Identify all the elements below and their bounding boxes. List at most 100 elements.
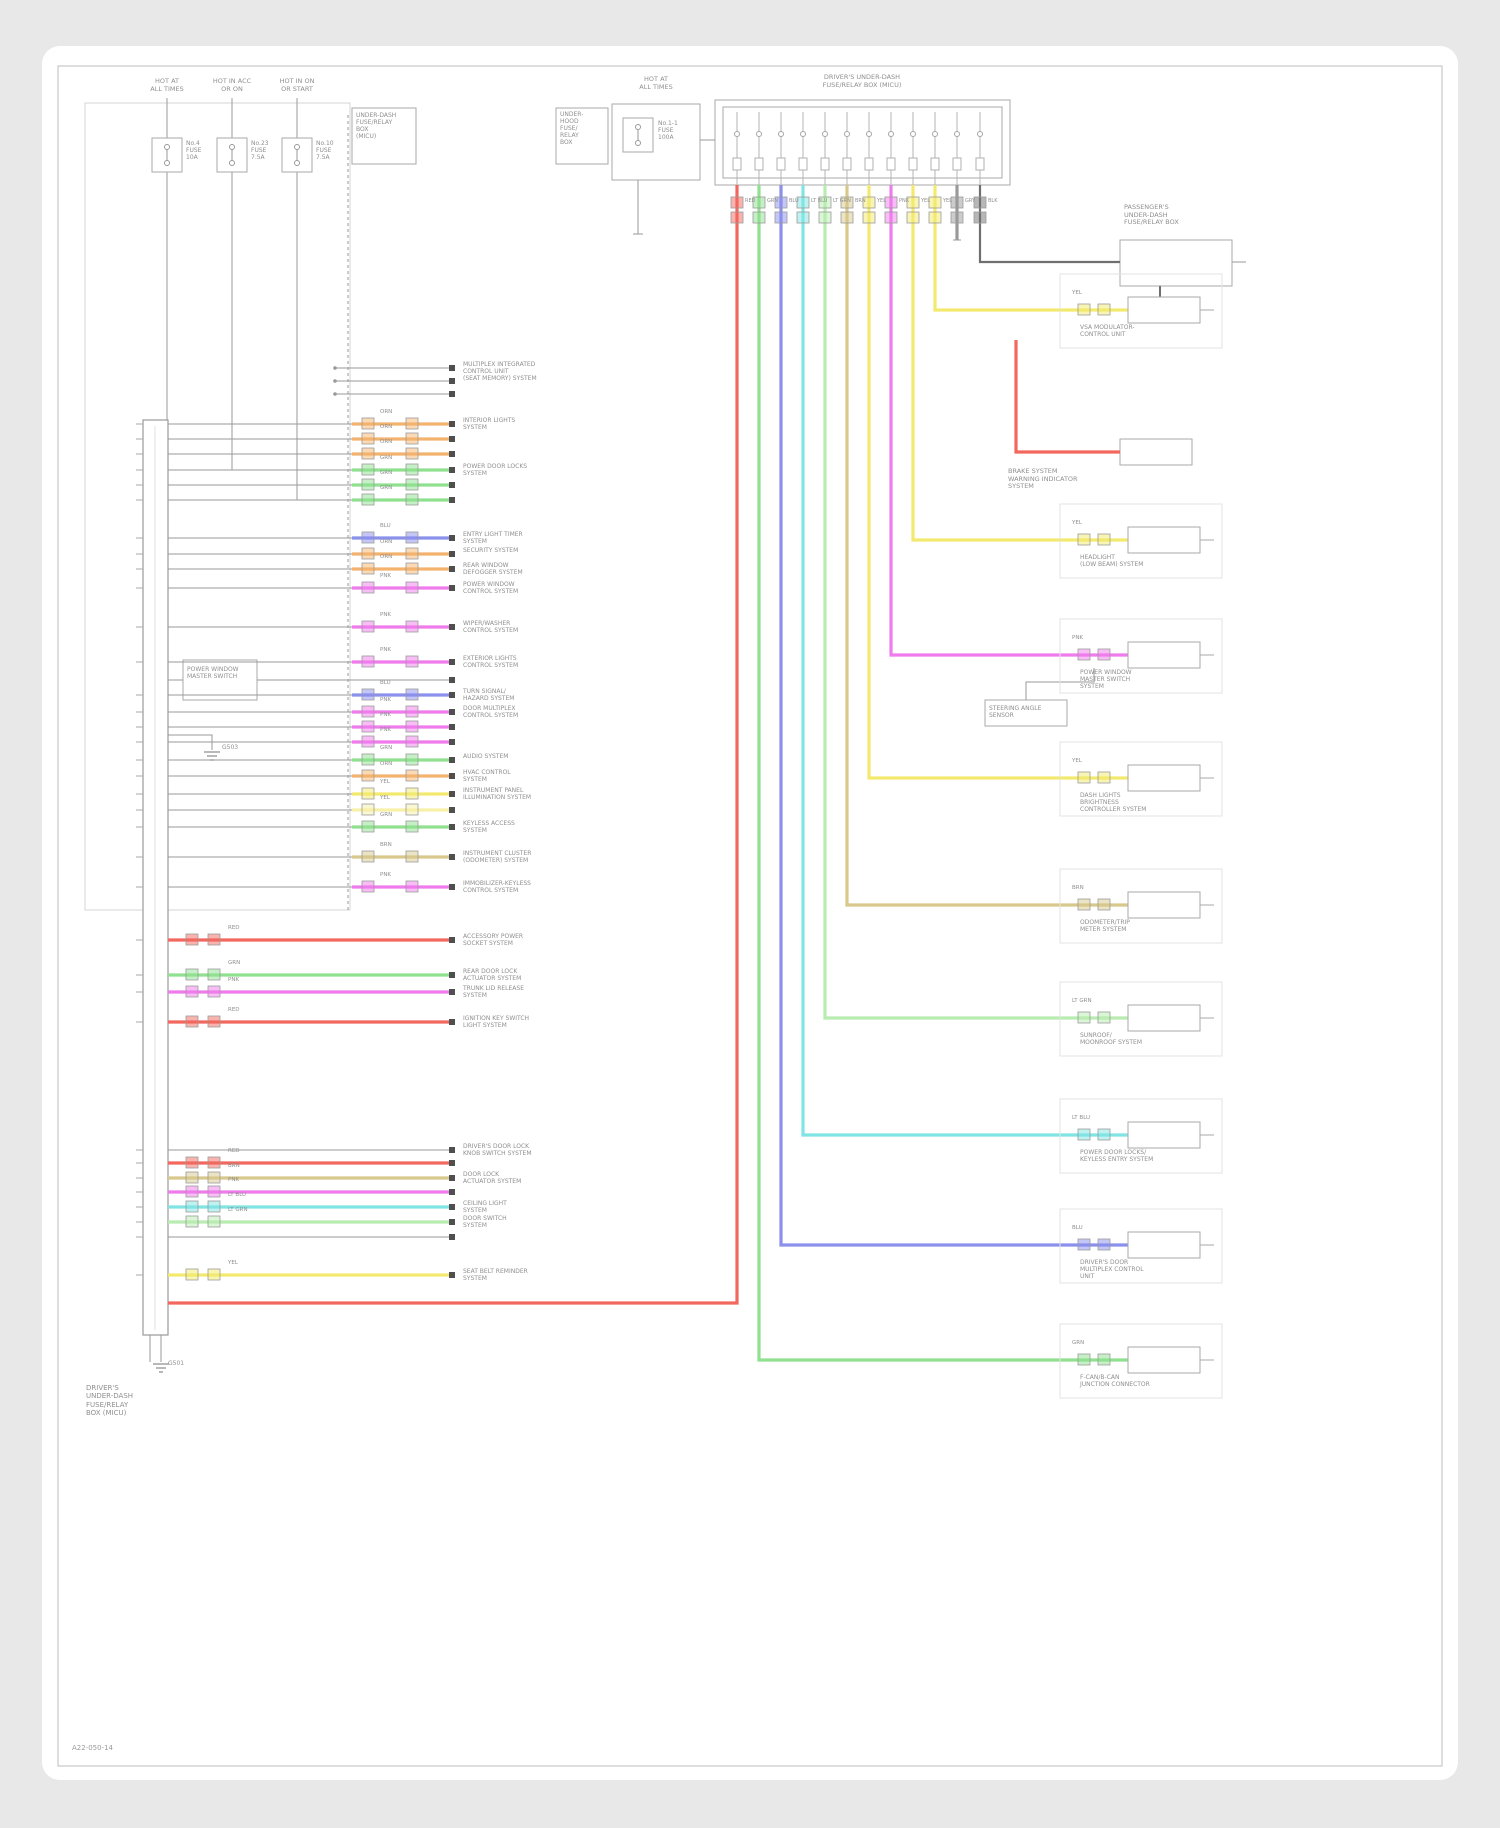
brake-warning-wire [1014, 340, 1120, 454]
terminal [449, 421, 455, 427]
pin-contact [800, 131, 806, 137]
diagram-code: A22-050-14 [72, 1744, 114, 1752]
inline-connector [1077, 898, 1091, 911]
inline-connector [361, 735, 375, 748]
terminal [449, 807, 455, 813]
pin-contact [977, 131, 983, 137]
inline-connector [752, 196, 766, 209]
pin-terminal [798, 157, 808, 171]
inline-connector [405, 531, 419, 544]
pin-contact [844, 131, 850, 137]
inline-connector [361, 547, 375, 560]
micu-strip-outer [714, 99, 1011, 186]
terminal [449, 467, 455, 473]
inline-connector [207, 1156, 221, 1169]
inline-connector [405, 562, 419, 575]
connector-box [1127, 1121, 1201, 1149]
inline-connector [361, 705, 375, 718]
terminal [449, 1189, 455, 1195]
inline-connector [840, 196, 854, 209]
inline-connector [752, 211, 766, 224]
inline-connector [185, 933, 199, 946]
inline-connector [185, 1185, 199, 1198]
inline-connector [906, 196, 920, 209]
component-outline [1059, 273, 1223, 349]
pin-contact [734, 131, 740, 137]
inline-connector [405, 735, 419, 748]
component-outline [1059, 741, 1223, 817]
pin-contact [778, 131, 784, 137]
connector-box [1127, 1004, 1201, 1032]
inline-connector [405, 581, 419, 594]
terminal [449, 1175, 455, 1181]
underdash-label-box [351, 107, 417, 165]
terminal [449, 1204, 455, 1210]
inline-connector [884, 196, 898, 209]
harness-wire [889, 185, 1128, 657]
inline-connector [185, 968, 199, 981]
inline-connector [405, 620, 419, 633]
inline-connector [361, 850, 375, 863]
inline-connector [185, 1156, 199, 1169]
inline-connector [405, 547, 419, 560]
inline-connector [862, 211, 876, 224]
inline-connector [207, 1200, 221, 1213]
terminal [449, 659, 455, 665]
inline-connector [884, 211, 898, 224]
inline-connector [840, 211, 854, 224]
harness-wire [779, 185, 1128, 1247]
pin-terminal [732, 157, 742, 171]
inline-connector [1077, 1011, 1091, 1024]
inline-connector [361, 581, 375, 594]
connector-box [1127, 764, 1201, 792]
terminal [449, 1272, 455, 1278]
inline-connector [361, 478, 375, 491]
connector-box [1127, 526, 1201, 554]
pin-terminal [776, 157, 786, 171]
inline-connector [818, 211, 832, 224]
pin-terminal [908, 157, 918, 171]
inline-connector [1097, 1238, 1111, 1251]
inline-connector [1077, 303, 1091, 316]
pin-terminal [754, 157, 764, 171]
inline-connector [361, 493, 375, 506]
steering-sensor-box [984, 699, 1068, 727]
inline-connector [1097, 533, 1111, 546]
inline-connector [361, 620, 375, 633]
inline-connector [1077, 1238, 1091, 1251]
inline-connector [405, 787, 419, 800]
inline-connector [207, 985, 221, 998]
inline-connector [1077, 648, 1091, 661]
inline-connector [405, 417, 419, 430]
harness-wire [823, 185, 1128, 1020]
underhood-fuse-box [611, 103, 701, 181]
pin-terminal [842, 157, 852, 171]
terminal [449, 724, 455, 730]
inline-connector [405, 850, 419, 863]
wire [168, 172, 233, 471]
pin-contact [866, 131, 872, 137]
inline-connector [405, 753, 419, 766]
terminal [449, 854, 455, 860]
inline-connector [1097, 898, 1111, 911]
wire [168, 734, 213, 750]
inline-connector [207, 1015, 221, 1028]
component-outline [1059, 503, 1223, 579]
inline-connector [818, 196, 832, 209]
fuse-icon [635, 140, 641, 146]
pin-contact [954, 131, 960, 137]
inline-connector [862, 196, 876, 209]
inline-connector [1097, 771, 1111, 784]
inline-connector [1097, 1128, 1111, 1141]
inline-connector [207, 1185, 221, 1198]
inline-connector [405, 655, 419, 668]
inline-connector [361, 562, 375, 575]
terminal [449, 791, 455, 797]
connector-box [1127, 1231, 1201, 1259]
terminal [449, 436, 455, 442]
connector-box [1127, 641, 1201, 669]
pin-contact [932, 131, 938, 137]
terminal [449, 692, 455, 698]
fuse-box-outline [84, 102, 351, 911]
